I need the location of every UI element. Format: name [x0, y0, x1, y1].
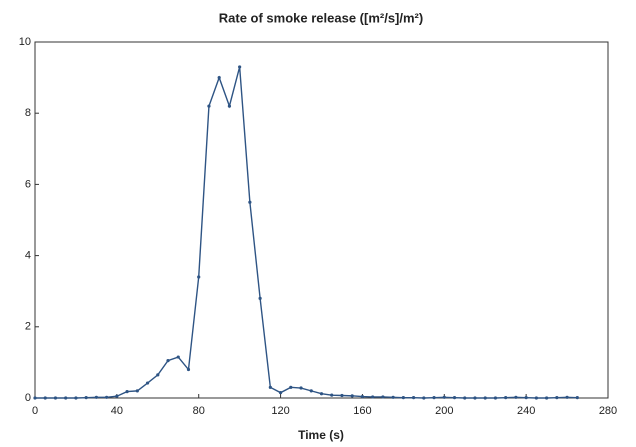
- data-point: [227, 104, 232, 108]
- data-point: [534, 396, 538, 400]
- data-point: [309, 389, 313, 393]
- data-point: [555, 396, 559, 400]
- data-point: [145, 381, 150, 385]
- x-axis-label: Time (s): [298, 428, 344, 442]
- data-point: [197, 275, 201, 279]
- data-point: [422, 396, 426, 400]
- x-tick-label: 40: [111, 405, 123, 417]
- data-point: [330, 393, 334, 397]
- data-point: [217, 76, 221, 80]
- data-point: [176, 355, 180, 359]
- data-point: [524, 396, 528, 400]
- data-point: [473, 396, 477, 400]
- data-point: [371, 395, 375, 399]
- data-point: [156, 373, 160, 377]
- data-point: [186, 367, 191, 372]
- data-point: [105, 395, 109, 399]
- data-point: [33, 396, 37, 400]
- data-point: [135, 389, 139, 393]
- data-point: [463, 396, 467, 400]
- x-tick-label: 160: [353, 405, 371, 417]
- data-point: [452, 396, 457, 400]
- y-tick-label: 6: [25, 178, 31, 190]
- data-point: [391, 395, 395, 399]
- x-tick-label: 240: [517, 405, 535, 417]
- data-point: [442, 395, 446, 399]
- data-point: [248, 200, 252, 204]
- data-point: [238, 65, 242, 69]
- data-point: [565, 395, 569, 399]
- data-point: [268, 385, 272, 389]
- data-point: [166, 359, 170, 363]
- data-point: [125, 389, 129, 394]
- y-tick-label: 2: [25, 321, 31, 333]
- data-point: [483, 396, 487, 400]
- data-point: [545, 396, 549, 400]
- data-point: [432, 396, 436, 400]
- y-tick-label: 8: [25, 107, 31, 119]
- data-point: [350, 394, 354, 398]
- data-point: [401, 396, 405, 400]
- data-point: [575, 396, 579, 400]
- y-tick-label: 10: [19, 36, 31, 48]
- data-point: [299, 386, 303, 390]
- y-tick-label: 0: [25, 392, 31, 404]
- data-point: [53, 396, 58, 400]
- x-tick-label: 0: [32, 405, 38, 417]
- plot-frame: [34, 41, 609, 399]
- data-point: [94, 395, 98, 399]
- data-point: [360, 394, 365, 399]
- data-point: [207, 104, 211, 108]
- data-point: [84, 396, 88, 400]
- data-point: [319, 392, 324, 396]
- x-tick-label: 200: [435, 405, 453, 417]
- data-point: [43, 396, 47, 400]
- x-tick-label: 80: [193, 405, 205, 417]
- data-point: [493, 396, 498, 400]
- data-line: [35, 66, 578, 399]
- data-point: [514, 395, 518, 399]
- data-point: [411, 396, 416, 400]
- data-point: [289, 385, 293, 389]
- data-point: [258, 296, 262, 300]
- data-point: [115, 394, 119, 398]
- chart-title: Rate of smoke release ([m²/s]/m²): [219, 10, 423, 25]
- data-point: [74, 396, 78, 400]
- data-point: [64, 396, 68, 400]
- data-point: [278, 391, 283, 395]
- data-point: [504, 396, 508, 400]
- data-point: [381, 395, 385, 399]
- x-tick-label: 120: [271, 405, 289, 417]
- y-tick-label: 4: [25, 250, 31, 262]
- data-point: [340, 393, 344, 398]
- x-tick-label: 280: [599, 405, 617, 417]
